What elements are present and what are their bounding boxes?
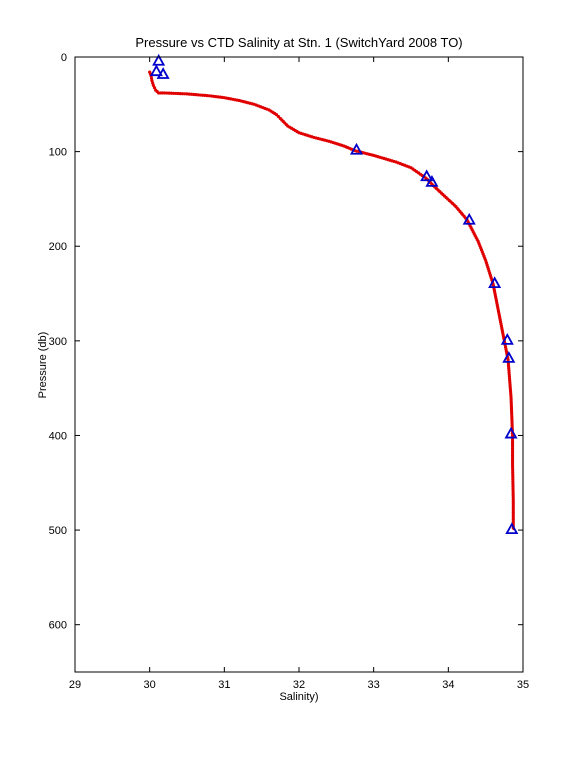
data-point bbox=[510, 453, 515, 457]
data-point bbox=[180, 92, 185, 96]
data-point bbox=[511, 484, 515, 488]
data-point bbox=[174, 91, 178, 96]
data-point bbox=[149, 76, 154, 80]
y-axis-label: Pressure (db) bbox=[37, 332, 49, 399]
bottle-marker bbox=[420, 169, 434, 182]
data-point bbox=[511, 497, 515, 502]
chart-title: Pressure vs CTD Salinity at Stn. 1 (Swit… bbox=[135, 35, 462, 50]
data-point bbox=[176, 91, 180, 96]
x-tick-label: 33 bbox=[368, 679, 380, 691]
data-point bbox=[169, 91, 173, 95]
data-point bbox=[511, 495, 515, 499]
data-point bbox=[511, 473, 515, 477]
data-point bbox=[165, 91, 169, 95]
data-point bbox=[511, 468, 515, 473]
x-tick-label: 31 bbox=[218, 679, 230, 691]
data-point bbox=[511, 513, 515, 517]
data-point bbox=[167, 91, 171, 95]
data-point bbox=[511, 486, 515, 490]
data-point bbox=[511, 477, 515, 482]
data-point bbox=[171, 91, 176, 95]
bottle-marker bbox=[425, 175, 439, 187]
x-tick-label: 34 bbox=[442, 679, 454, 691]
axes-layer: 29 30 31 32 33 34 35 0 100 200 300 400 500 600 bbox=[49, 52, 529, 691]
data-layer bbox=[148, 53, 519, 535]
bottle-marker bbox=[504, 426, 518, 439]
data-point bbox=[510, 462, 515, 466]
data-point bbox=[178, 92, 182, 96]
y-tick-label: 500 bbox=[49, 525, 67, 537]
bottle-marker bbox=[349, 142, 364, 155]
bottle-marker bbox=[462, 212, 476, 225]
data-point bbox=[511, 466, 515, 470]
y-tick-label: 0 bbox=[61, 52, 67, 64]
bottle-marker bbox=[502, 351, 516, 363]
x-tick-label: 32 bbox=[293, 679, 305, 691]
y-tick-label: 100 bbox=[49, 147, 67, 159]
data-point bbox=[151, 83, 155, 87]
data-point bbox=[510, 446, 515, 451]
y-tick-label: 200 bbox=[49, 241, 67, 253]
y-tick-label: 300 bbox=[49, 336, 67, 348]
data-point bbox=[511, 482, 515, 486]
data-point bbox=[152, 86, 157, 90]
data-point bbox=[511, 480, 515, 484]
plot-background bbox=[75, 57, 523, 672]
data-point bbox=[510, 440, 515, 444]
data-point bbox=[163, 91, 167, 95]
bottle-marker bbox=[156, 67, 170, 79]
data-point bbox=[511, 488, 515, 493]
bottle-marker bbox=[500, 333, 514, 345]
data-point bbox=[511, 491, 515, 495]
data-point bbox=[511, 519, 515, 523]
bottle-marker bbox=[149, 64, 163, 77]
data-point bbox=[511, 506, 515, 510]
data-point bbox=[183, 92, 187, 96]
bottle-marker bbox=[488, 276, 502, 289]
x-axis-label: Salinity) bbox=[279, 691, 318, 703]
x-tick-label: 29 bbox=[69, 679, 81, 691]
data-point bbox=[511, 493, 515, 497]
bottle-marker bbox=[152, 53, 166, 66]
series-1 bbox=[149, 53, 519, 535]
bottle-marker bbox=[505, 522, 519, 535]
y-tick-label: 600 bbox=[49, 620, 67, 632]
x-tick-label: 35 bbox=[517, 679, 529, 691]
y-tick-label: 400 bbox=[49, 430, 67, 442]
data-point bbox=[510, 464, 515, 468]
data-point bbox=[511, 471, 515, 475]
x-tick-label: 30 bbox=[144, 679, 156, 691]
plot-area bbox=[75, 57, 523, 672]
data-point bbox=[511, 500, 515, 504]
data-point bbox=[511, 475, 515, 479]
data-point bbox=[510, 460, 515, 464]
